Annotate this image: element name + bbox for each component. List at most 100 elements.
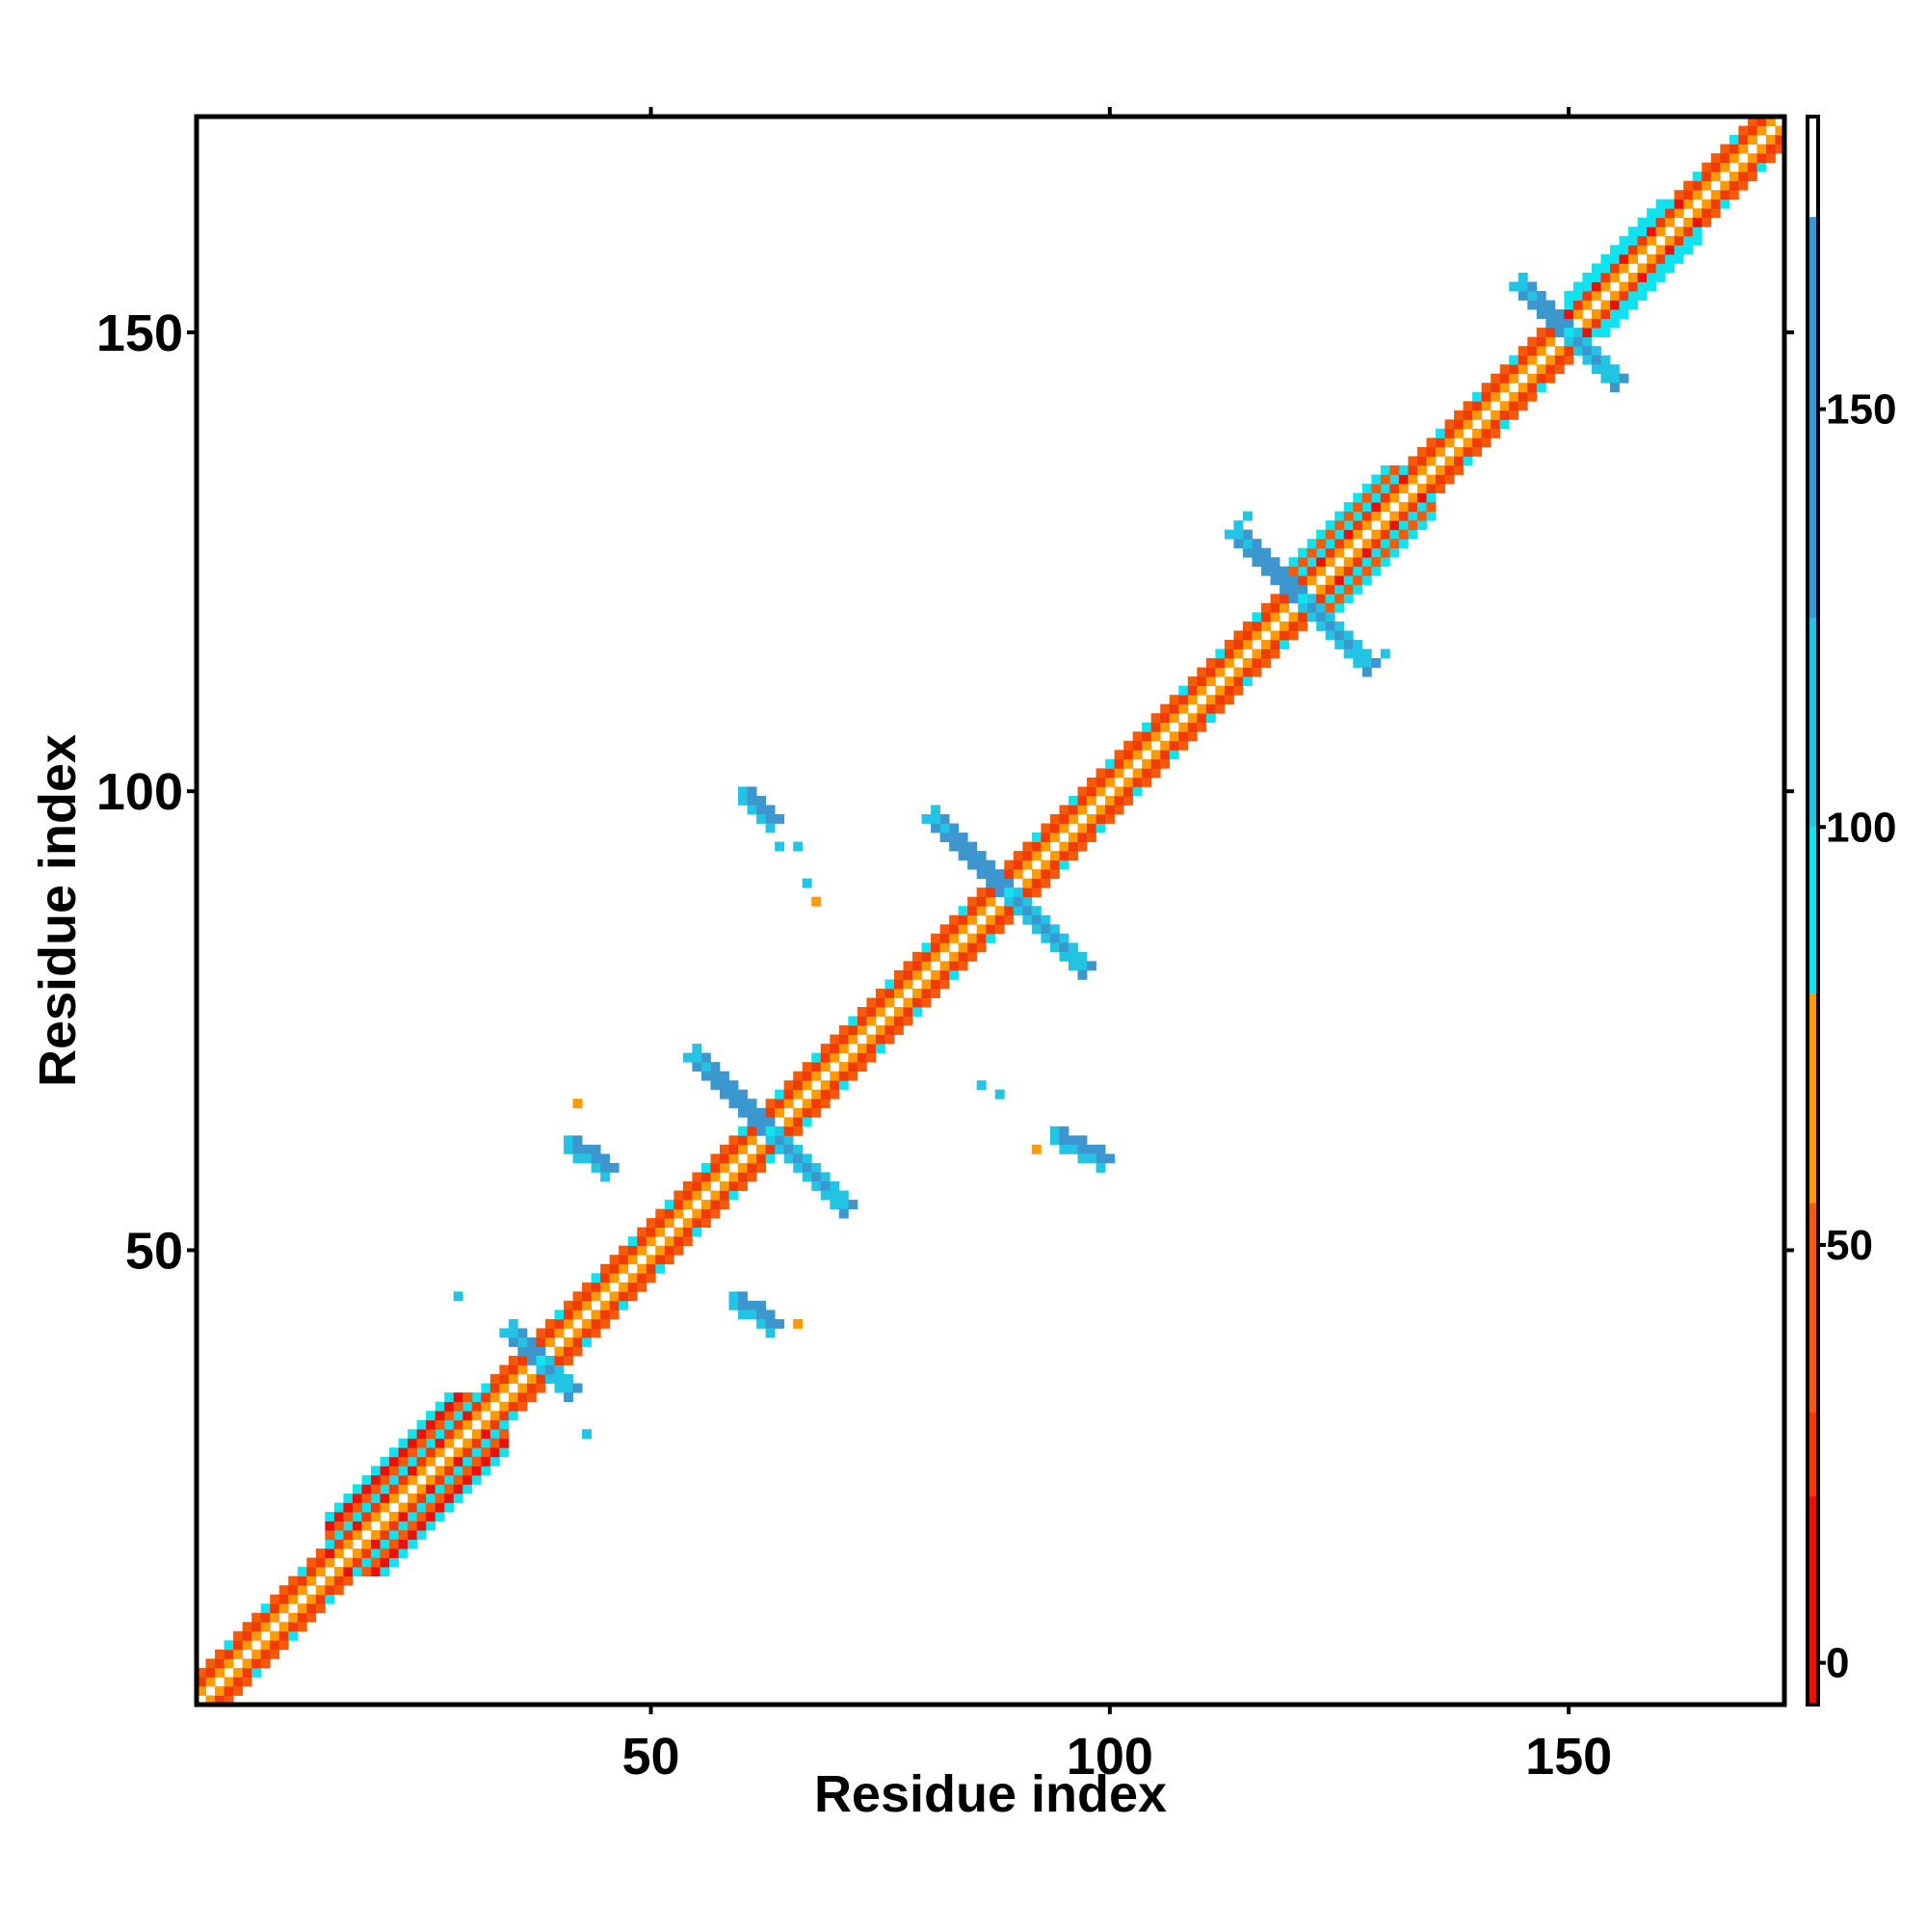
heatmap-cell [1252,621,1262,631]
heatmap-cell [352,1567,362,1577]
heatmap-cell [738,1162,748,1173]
heatmap-cell [1454,456,1464,466]
heatmap-cell [1343,502,1354,513]
heatmap-cell [1499,419,1510,430]
heatmap-cell [719,1089,729,1099]
heatmap-cell [700,1162,711,1173]
heatmap-cell [435,1484,445,1495]
heatmap-cell [710,1190,721,1201]
heatmap-cell [416,1511,427,1522]
heatmap-cell [646,1273,656,1284]
heatmap-cell [1068,833,1078,842]
heatmap-cell [1205,676,1216,687]
heatmap-cell [352,1511,362,1522]
heatmap-cell [775,1318,785,1329]
heatmap-cell [1702,217,1712,227]
heatmap-cell [1582,272,1593,282]
heatmap-cell [444,1474,455,1485]
heatmap-cell [1041,869,1051,880]
heatmap-cell [627,1273,638,1284]
heatmap-cell [1261,547,1271,558]
heatmap-cell [994,924,1005,935]
heatmap-cell [453,1493,463,1503]
heatmap-cell [1582,328,1593,338]
heatmap-cell [756,1107,767,1118]
heatmap-cell [976,906,987,916]
heatmap-cell [1343,594,1354,604]
colorbar-band [1808,993,1818,1204]
heatmap-cell [1123,740,1134,751]
heatmap-cell [1087,1153,1096,1164]
heatmap-cell [1582,346,1593,357]
heatmap-cell [1095,768,1106,779]
heatmap-cell [1472,391,1483,402]
heatmap-cell [1022,878,1033,888]
heatmap-cell [700,1200,711,1209]
heatmap-cell [1536,328,1546,338]
heatmap-cell [1738,162,1749,172]
heatmap-cell [499,1383,510,1393]
heatmap-cell [1610,364,1620,375]
heatmap-cell [820,1080,831,1091]
heatmap-cell [939,969,950,980]
heatmap-cell [1059,823,1069,834]
heatmap-cell [949,833,960,842]
heatmap-cell [1361,539,1372,549]
heatmap-cell [1031,878,1042,888]
heatmap-cell [1389,484,1400,493]
heatmap-cell [370,1567,381,1577]
heatmap-cell [1307,557,1317,568]
heatmap-cell [251,1612,262,1623]
heatmap-cell [1343,511,1354,521]
heatmap-cell [1187,713,1198,724]
heatmap-cell [1729,172,1739,182]
heatmap-cell [1307,566,1317,576]
heatmap-cell [1416,484,1427,493]
heatmap-cell [1747,172,1757,182]
heatmap-cell [728,1089,739,1099]
heatmap-cell [637,1263,647,1274]
heatmap-cell [462,1401,473,1412]
heatmap-cell [1087,833,1096,842]
heatmap-cell [1536,346,1546,357]
heatmap-cell [1572,309,1583,319]
heatmap-cell [1160,703,1171,714]
heatmap-cell [747,795,757,806]
heatmap-cell [278,1630,289,1641]
heatmap-cell [1049,860,1060,870]
heatmap-cell [1572,336,1583,347]
heatmap-cell [1564,336,1574,347]
heatmap-cell [1353,502,1363,513]
heatmap-cell [205,1677,216,1687]
heatmap-cell [526,1337,537,1347]
heatmap-cell [958,906,968,916]
heatmap-cell [315,1557,326,1568]
heatmap-cell [700,1181,711,1191]
heatmap-cell [811,1071,822,1081]
heatmap-cell [1160,750,1171,760]
heatmap-cell [967,951,978,962]
heatmap-cell [1215,648,1226,659]
heatmap-cell [1353,658,1363,668]
heatmap-cell [673,1236,684,1247]
heatmap-cell [408,1466,418,1476]
heatmap-cell [1233,529,1244,540]
heatmap-cell [591,1162,601,1173]
heatmap-cell [398,1502,409,1513]
heatmap-cell [426,1429,436,1440]
heatmap-cell [783,1153,794,1164]
heatmap-cell [1600,328,1611,338]
heatmap-cell [783,1117,794,1127]
heatmap-cell [408,1493,418,1503]
heatmap-cell [655,1208,666,1219]
heatmap-cell [986,869,996,880]
heatmap-cell [1518,364,1528,375]
heatmap-cell [1408,474,1418,485]
heatmap-cell [921,813,932,824]
heatmap-cell [775,1135,785,1146]
heatmap-cell [526,1356,537,1365]
heatmap-cell [453,1392,463,1403]
heatmap-cell [939,979,950,990]
heatmap-cell [1408,502,1418,513]
heatmap-cell [664,1218,674,1229]
